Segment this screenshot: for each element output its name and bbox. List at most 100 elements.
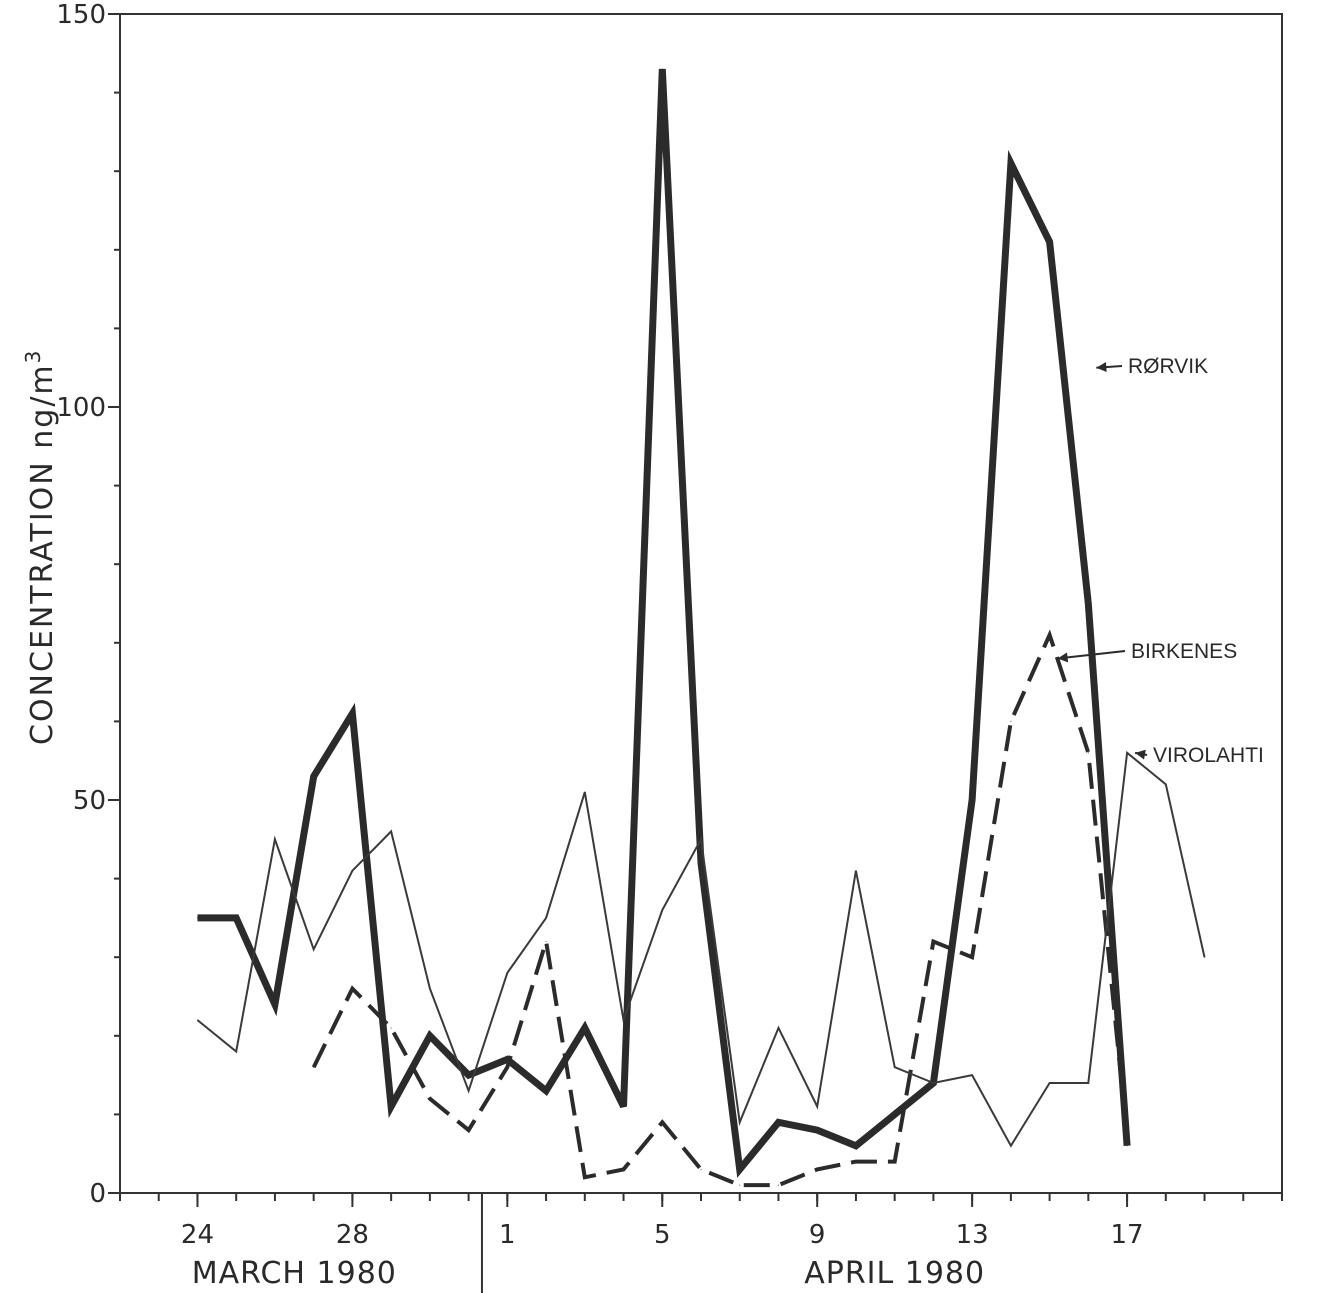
data-point-virolahti <box>390 830 392 832</box>
data-point-virolahti <box>700 838 702 840</box>
data-point-rrvik <box>855 1145 857 1147</box>
data-point-birkenes <box>1126 1137 1128 1139</box>
data-point-rrvik <box>1049 241 1051 243</box>
data-point-birkenes <box>932 940 934 942</box>
data-point-virolahti <box>855 870 857 872</box>
data-point-virolahti <box>661 909 663 911</box>
data-point-virolahti <box>1087 1082 1089 1084</box>
data-point-birkenes <box>351 988 353 990</box>
data-point-rrvik <box>584 1027 586 1029</box>
x-tick-label: 9 <box>809 1220 826 1250</box>
data-point-rrvik <box>468 1074 470 1076</box>
data-point-birkenes <box>777 1184 779 1186</box>
month-label: APRIL 1980 <box>804 1256 985 1291</box>
data-point-virolahti <box>274 838 276 840</box>
data-point-virolahti <box>1010 1145 1012 1147</box>
data-point-birkenes <box>739 1184 741 1186</box>
x-tick-label: 1 <box>499 1220 516 1250</box>
data-point-birkenes <box>1010 720 1012 722</box>
y-tick-label: 150 <box>56 0 106 30</box>
x-tick-label: 5 <box>654 1220 671 1250</box>
data-point-birkenes <box>623 1168 625 1170</box>
data-point-virolahti <box>971 1074 973 1076</box>
data-point-virolahti <box>351 870 353 872</box>
data-point-virolahti <box>506 972 508 974</box>
y-axis-ticks: 0 50 100 150 <box>56 0 120 1209</box>
data-point-rrvik <box>1126 1145 1128 1147</box>
data-point-birkenes <box>1049 634 1051 636</box>
x-tick-label: 13 <box>956 1220 989 1250</box>
data-point-birkenes <box>390 1027 392 1029</box>
data-point-rrvik <box>429 1035 431 1037</box>
y-axis-label-superscript: 3 <box>21 349 45 364</box>
data-series <box>196 68 1206 1188</box>
data-point-virolahti <box>584 791 586 793</box>
data-point-rrvik <box>313 775 315 777</box>
data-point-rrvik <box>971 799 973 801</box>
data-point-birkenes <box>1087 752 1089 754</box>
data-point-rrvik <box>777 1121 779 1123</box>
data-point-rrvik <box>661 68 663 70</box>
chart-axes <box>119 13 1283 1194</box>
x-axis-ticks: 24 28 1 5 9 13 17 <box>119 1193 1283 1250</box>
annotation-arrowhead-rrvik <box>1096 362 1107 373</box>
series-label-virolahti: VIROLAHTI <box>1153 744 1264 767</box>
data-point-rrvik <box>700 862 702 864</box>
data-point-rrvik <box>1087 603 1089 604</box>
y-tick-label: 0 <box>89 1179 106 1209</box>
data-point-birkenes <box>855 1161 857 1163</box>
data-point-rrvik <box>1010 162 1012 164</box>
data-point-rrvik <box>816 1129 818 1131</box>
series-label-rrvik: RØRVIK <box>1128 355 1208 378</box>
data-point-birkenes <box>506 1066 508 1068</box>
data-point-birkenes <box>700 1168 702 1170</box>
y-tick-label: 100 <box>56 393 106 423</box>
data-point-virolahti <box>1126 752 1128 754</box>
data-point-virolahti <box>894 1066 896 1068</box>
data-point-birkenes <box>816 1168 818 1170</box>
data-point-birkenes <box>545 940 547 942</box>
y-tick-label: 50 <box>73 786 106 816</box>
data-point-birkenes <box>971 956 973 958</box>
data-point-rrvik <box>739 1168 741 1170</box>
data-point-birkenes <box>584 1176 586 1178</box>
month-labels: MARCH 1980 APRIL 1980 <box>192 1193 985 1293</box>
data-point-virolahti <box>235 1051 237 1053</box>
data-point-rrvik <box>351 713 353 715</box>
data-point-virolahti <box>545 917 547 919</box>
data-point-rrvik <box>274 1003 276 1005</box>
y-axis-label-text: CONCENTRATION ng/m <box>25 363 60 745</box>
data-point-birkenes <box>313 1066 315 1068</box>
data-point-rrvik <box>623 1106 625 1108</box>
data-point-virolahti <box>816 1106 818 1108</box>
month-label: MARCH 1980 <box>192 1256 397 1291</box>
data-point-virolahti <box>313 948 315 950</box>
data-point-virolahti <box>739 1121 741 1123</box>
annotation-arrowhead-birkenes <box>1057 652 1069 663</box>
series-annotations: RØRVIK BIRKENES VIROLAHTI <box>1057 355 1264 767</box>
data-point-birkenes <box>661 1121 663 1123</box>
annotation-arrowhead-virolahti <box>1135 749 1146 760</box>
x-tick-label: 17 <box>1111 1220 1144 1250</box>
data-point-birkenes <box>894 1161 896 1163</box>
data-point-rrvik <box>894 1113 896 1115</box>
plot-frame <box>119 13 1283 1194</box>
data-point-virolahti <box>932 1082 934 1084</box>
annotation-arrow-birkenes <box>1057 650 1126 660</box>
x-tick-label: 24 <box>181 1220 214 1250</box>
series-line-birkenes <box>311 629 1130 1188</box>
data-point-virolahti <box>777 1027 779 1029</box>
data-point-birkenes <box>468 1129 470 1131</box>
data-point-rrvik <box>545 1090 547 1092</box>
data-point-birkenes <box>429 1098 431 1100</box>
series-line-rrvik <box>197 68 1131 1178</box>
data-point-rrvik <box>235 917 237 919</box>
data-point-virolahti <box>196 1019 198 1021</box>
data-point-rrvik <box>196 917 198 919</box>
data-point-virolahti <box>1049 1082 1051 1084</box>
data-point-rrvik <box>390 1106 392 1108</box>
data-point-virolahti <box>468 1090 470 1092</box>
data-point-virolahti <box>1204 956 1206 958</box>
data-point-virolahti <box>623 1019 625 1021</box>
